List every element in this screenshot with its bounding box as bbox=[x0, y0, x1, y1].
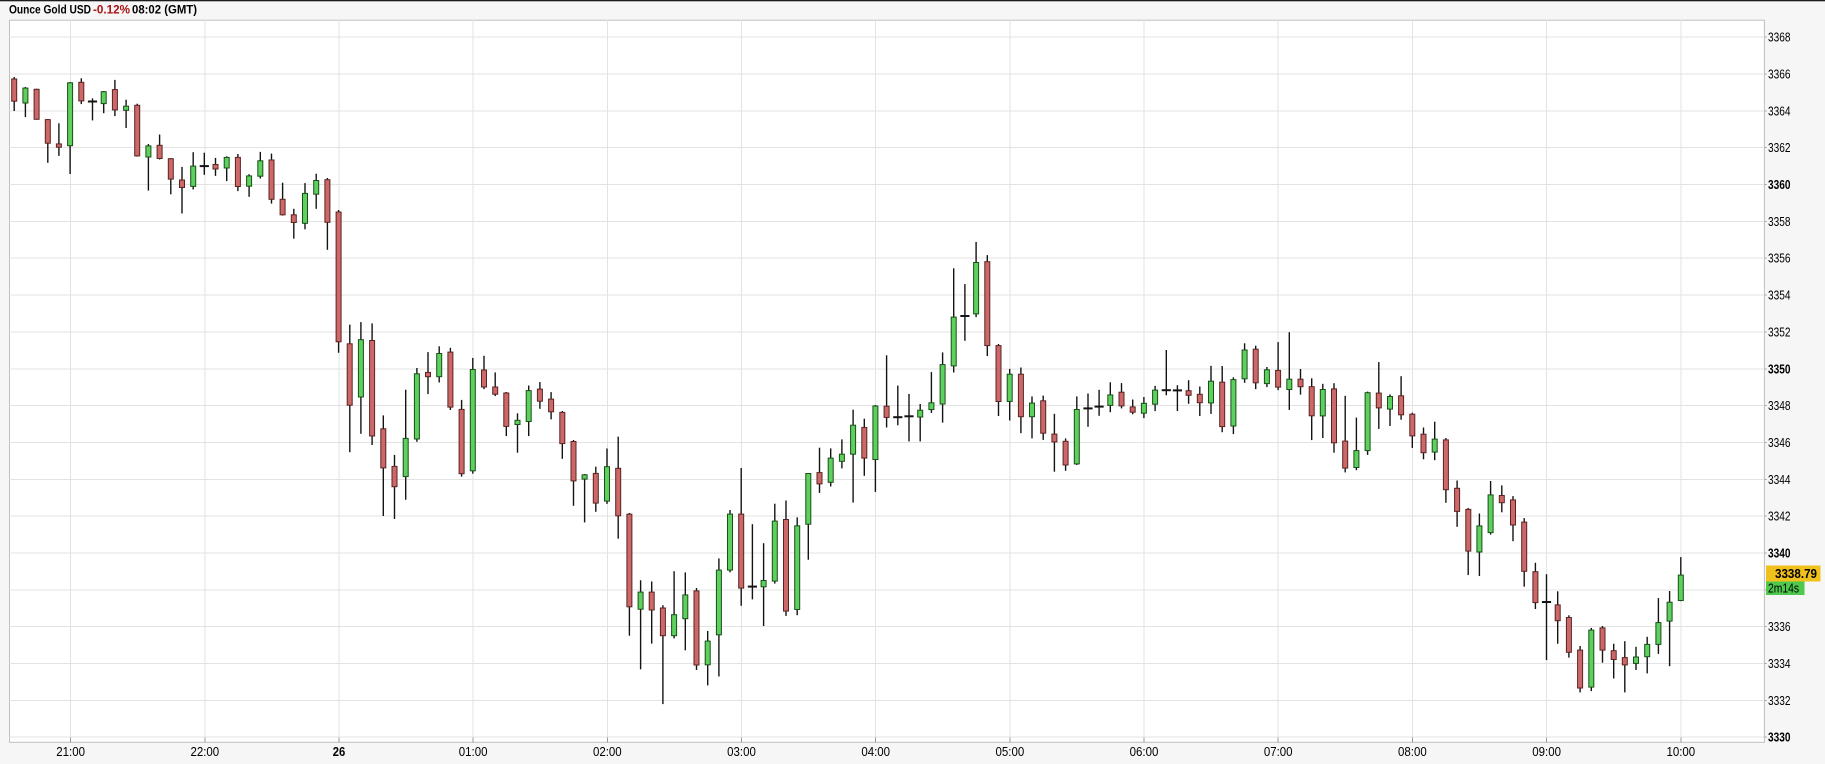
svg-text:3360: 3360 bbox=[1768, 178, 1791, 192]
svg-text:10:00: 10:00 bbox=[1666, 745, 1695, 759]
svg-text:06:00: 06:00 bbox=[1130, 745, 1159, 759]
svg-text:-0.12%: -0.12% bbox=[93, 3, 131, 16]
svg-text:04:00: 04:00 bbox=[861, 745, 890, 759]
svg-text:08:00: 08:00 bbox=[1398, 745, 1427, 759]
svg-text:3342: 3342 bbox=[1768, 510, 1791, 524]
svg-text:3358: 3358 bbox=[1768, 215, 1791, 229]
svg-text:03:00: 03:00 bbox=[727, 745, 756, 759]
svg-text:3354: 3354 bbox=[1768, 289, 1791, 303]
svg-text:02:00: 02:00 bbox=[593, 745, 622, 759]
svg-text:3356: 3356 bbox=[1768, 252, 1791, 266]
svg-text:3336: 3336 bbox=[1768, 620, 1791, 634]
svg-text:3364: 3364 bbox=[1768, 104, 1791, 118]
svg-text:01:00: 01:00 bbox=[459, 745, 488, 759]
svg-text:3348: 3348 bbox=[1768, 399, 1791, 413]
svg-text:3346: 3346 bbox=[1768, 436, 1791, 450]
svg-text:3332: 3332 bbox=[1768, 694, 1791, 708]
svg-text:21:00: 21:00 bbox=[56, 745, 85, 759]
svg-text:05:00: 05:00 bbox=[996, 745, 1025, 759]
svg-text:3362: 3362 bbox=[1768, 141, 1791, 155]
svg-text:3340: 3340 bbox=[1768, 547, 1791, 561]
svg-text:3350: 3350 bbox=[1768, 362, 1791, 376]
svg-text:09:00: 09:00 bbox=[1532, 745, 1561, 759]
svg-text:3352: 3352 bbox=[1768, 325, 1791, 339]
svg-text:26: 26 bbox=[333, 745, 346, 759]
svg-text:3366: 3366 bbox=[1768, 68, 1791, 82]
svg-text:22:00: 22:00 bbox=[190, 745, 219, 759]
svg-text:3344: 3344 bbox=[1768, 473, 1791, 487]
svg-text:07:00: 07:00 bbox=[1264, 745, 1293, 759]
svg-text:3334: 3334 bbox=[1768, 657, 1791, 671]
svg-text:2m14s: 2m14s bbox=[1768, 581, 1799, 595]
svg-text:3368: 3368 bbox=[1768, 31, 1791, 45]
svg-text:08:02 (GMT): 08:02 (GMT) bbox=[132, 3, 197, 16]
svg-text:3338.79: 3338.79 bbox=[1775, 567, 1817, 581]
svg-text:3330: 3330 bbox=[1768, 731, 1791, 745]
svg-text:Ounce Gold USD: Ounce Gold USD bbox=[9, 3, 91, 16]
